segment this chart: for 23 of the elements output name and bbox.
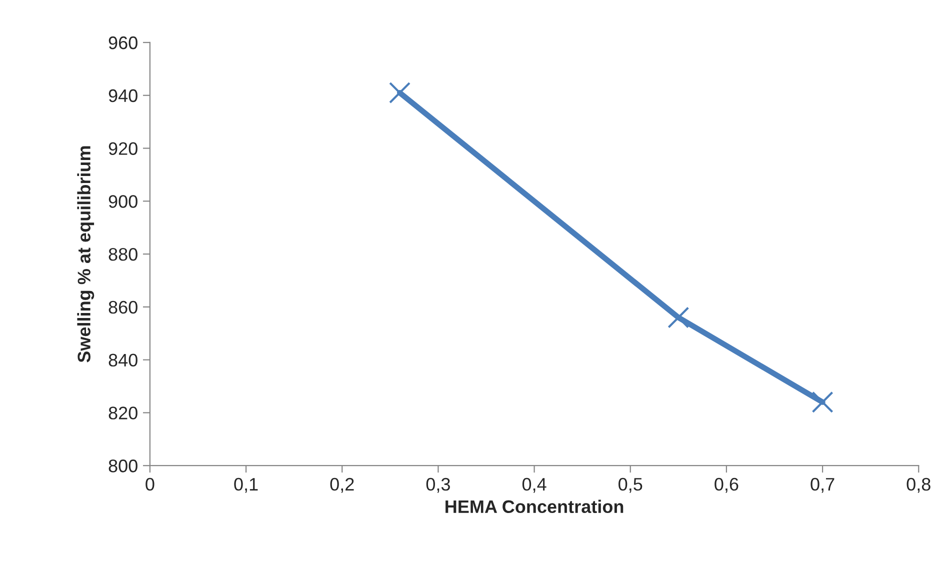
point: [668, 306, 690, 328]
y-tick-label: 940: [108, 89, 138, 102]
point: [812, 391, 834, 413]
x-tick-label: 0,8: [906, 478, 930, 493]
y-tick-label: 960: [108, 36, 138, 50]
x-tick-label: 0,6: [714, 478, 738, 493]
y-tick-label: 860: [108, 300, 138, 314]
x-tick-label: 0,7: [810, 478, 834, 493]
x-tick-label: 0,1: [234, 478, 258, 493]
y-tick-label: 840: [108, 354, 138, 367]
x-tick-label: 0,3: [426, 478, 450, 493]
y-tick-label: 920: [108, 142, 138, 155]
x-tick-label: 0,2: [330, 478, 354, 493]
y-tick-label: 880: [108, 248, 138, 261]
x-axis-title: HEMA Concentration: [446, 500, 624, 514]
x-tick-label: 0,5: [618, 478, 642, 493]
point: [389, 82, 411, 104]
x-tick-label: 0,4: [522, 478, 546, 493]
y-axis-title: Swelling % at equilibrium: [77, 146, 94, 362]
x-tick-label: 0: [146, 478, 154, 491]
y-tick-label: 820: [108, 406, 138, 420]
y-tick-label: 900: [108, 195, 138, 208]
y-tick-label: 800: [108, 460, 138, 472]
